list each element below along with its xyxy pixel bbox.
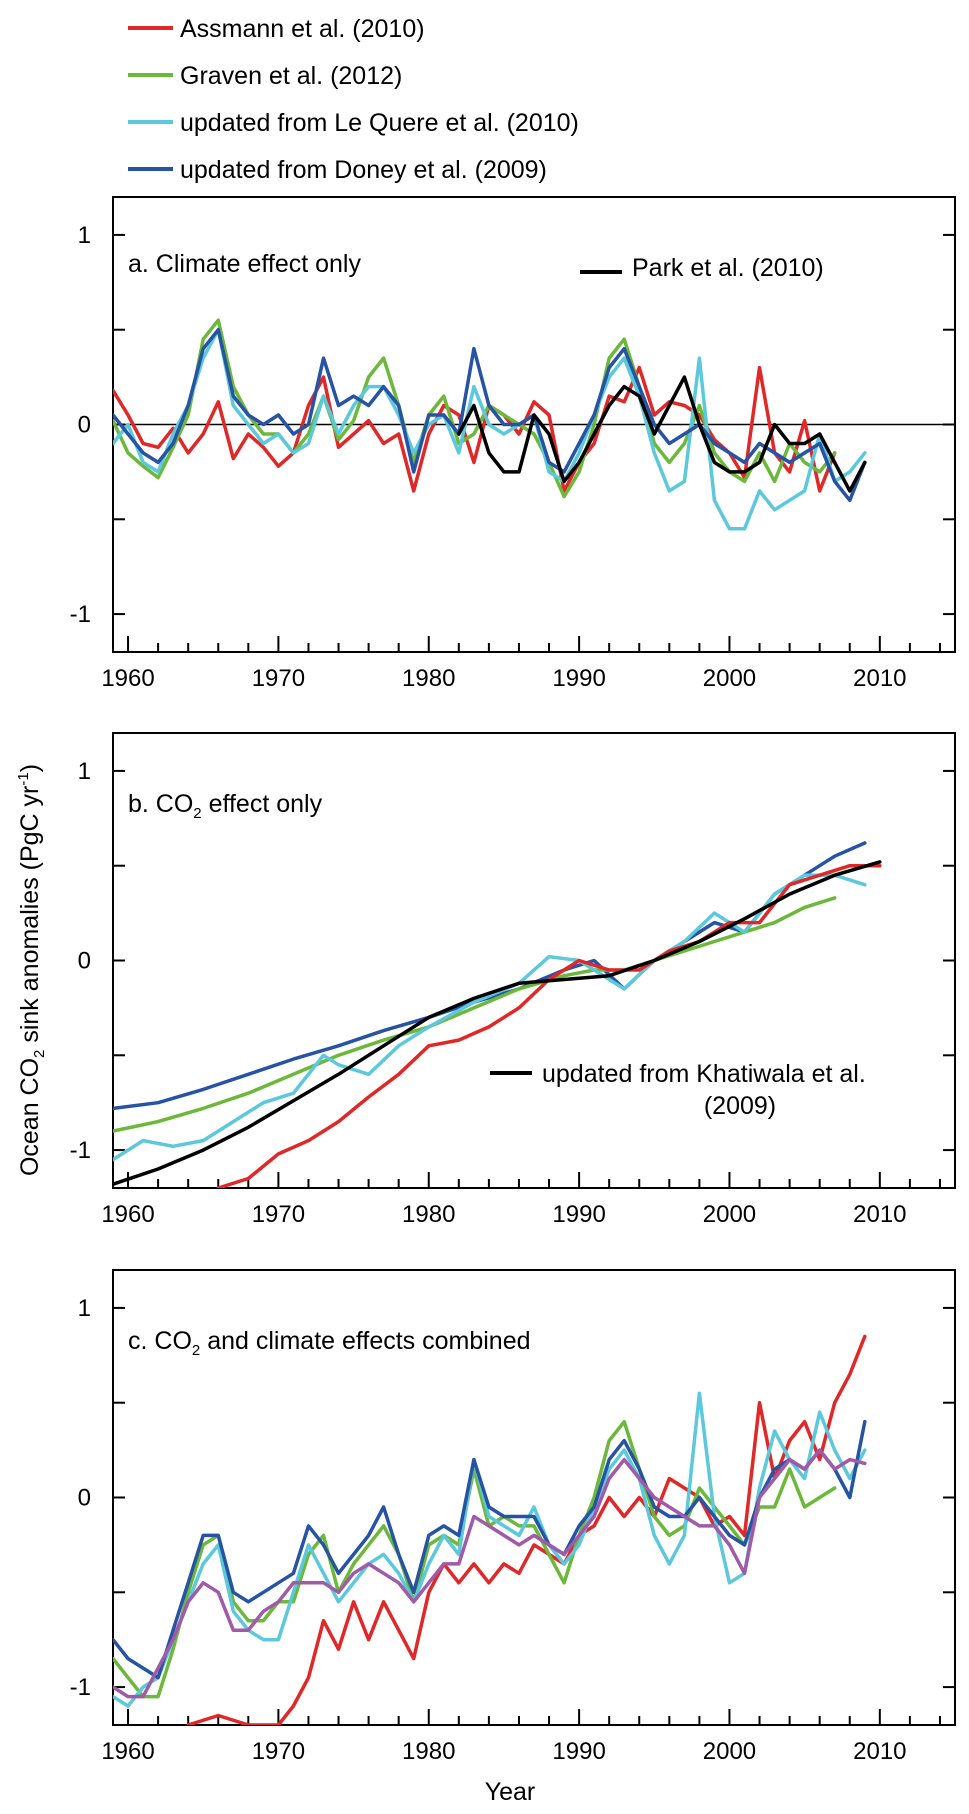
x-tick-label-c: 2010 xyxy=(853,1738,906,1765)
x-tick-label-a: 2010 xyxy=(853,665,906,692)
y-tick-label-a: 1 xyxy=(78,222,91,249)
series-line-a-doney xyxy=(113,327,867,503)
series-line-b-black xyxy=(113,860,882,1186)
x-tick-label-c: 1960 xyxy=(101,1738,154,1765)
panel-b: -1 0 1 1960 1970 1980 1990 2000 2010 b. CO2 effec… xyxy=(70,732,956,1228)
y-tick-label-b: -1 xyxy=(70,1137,91,1164)
series-line-a-assmann xyxy=(113,365,837,493)
panel-title-a: a. Climate effect only xyxy=(128,250,361,278)
legend-label-0: Assmann et al. (2010) xyxy=(180,15,425,43)
y-tick-label-a: -1 xyxy=(70,601,91,628)
series-line-b-lequere xyxy=(113,873,867,1162)
panel-a: -1 0 1 1960 1970 1980 1990 2000 2010 a. Climate e… xyxy=(70,196,956,692)
x-tick-label-a: 2000 xyxy=(703,665,756,692)
x-tick-label-c: 2000 xyxy=(703,1738,756,1765)
x-tick-label-a: 1970 xyxy=(252,665,305,692)
x-tick-label-a: 1980 xyxy=(402,665,455,692)
series-line-c-purple xyxy=(113,1448,867,1699)
y-tick-label-c: -1 xyxy=(70,1674,91,1701)
y-tick-label-b: 0 xyxy=(78,948,91,975)
x-axis-label: Year xyxy=(485,1778,536,1806)
y-tick-label-c: 0 xyxy=(78,1485,91,1512)
inset-legend-label-a: Park et al. (2010) xyxy=(632,254,824,282)
legend-label-1: Graven et al. (2012) xyxy=(180,62,402,90)
legend-label-3: updated from Doney et al. (2009) xyxy=(180,156,547,184)
x-tick-label-c: 1990 xyxy=(552,1738,605,1765)
x-tick-label-a: 1960 xyxy=(101,665,154,692)
x-tick-label-b: 2000 xyxy=(703,1201,756,1228)
panel-title-b: b. CO2 effect only xyxy=(128,790,323,822)
series-group-b xyxy=(113,841,882,1188)
x-tick-label-c: 1970 xyxy=(252,1738,305,1765)
series-line-a-lequere xyxy=(113,327,867,531)
inset-legend-label-b-2: (2009) xyxy=(704,1092,776,1120)
series-group-a xyxy=(113,318,867,531)
x-tick-label-b: 2010 xyxy=(853,1201,906,1228)
y-axis-label: Ocean CO2 sink anomalies (PgC yr-1) xyxy=(15,764,48,1176)
inset-legend-label-b: updated from Khatiwala et al. xyxy=(542,1060,866,1088)
legend-label-2: updated from Le Quere et al. (2010) xyxy=(180,109,579,137)
x-tick-label-c: 1980 xyxy=(402,1738,455,1765)
x-tick-label-b: 1960 xyxy=(101,1201,154,1228)
y-tick-label-c: 1 xyxy=(78,1295,91,1322)
series-line-c-lequere xyxy=(113,1391,867,1708)
legend: Assmann et al. (2010) Graven et al. (2012… xyxy=(128,15,579,184)
series-line-c-doney xyxy=(113,1419,867,1680)
series-line-a-graven xyxy=(113,318,837,499)
series-line-a-black xyxy=(457,375,867,493)
x-tick-label-a: 1990 xyxy=(552,665,605,692)
x-tick-label-b: 1970 xyxy=(252,1201,305,1228)
series-group-c xyxy=(113,1334,867,1725)
series-line-c-assmann xyxy=(186,1334,867,1725)
x-tick-label-b: 1980 xyxy=(402,1201,455,1228)
y-tick-label-a: 0 xyxy=(78,412,91,439)
x-tick-label-b: 1990 xyxy=(552,1201,605,1228)
series-line-b-assmann xyxy=(216,863,882,1188)
panel-title-c: c. CO2 and climate effects combined xyxy=(128,1327,531,1359)
y-tick-label-b: 1 xyxy=(78,758,91,785)
panel-c: -1 0 1 1960 1970 1980 1990 2000 2010 c. CO2 and c… xyxy=(70,1269,956,1765)
